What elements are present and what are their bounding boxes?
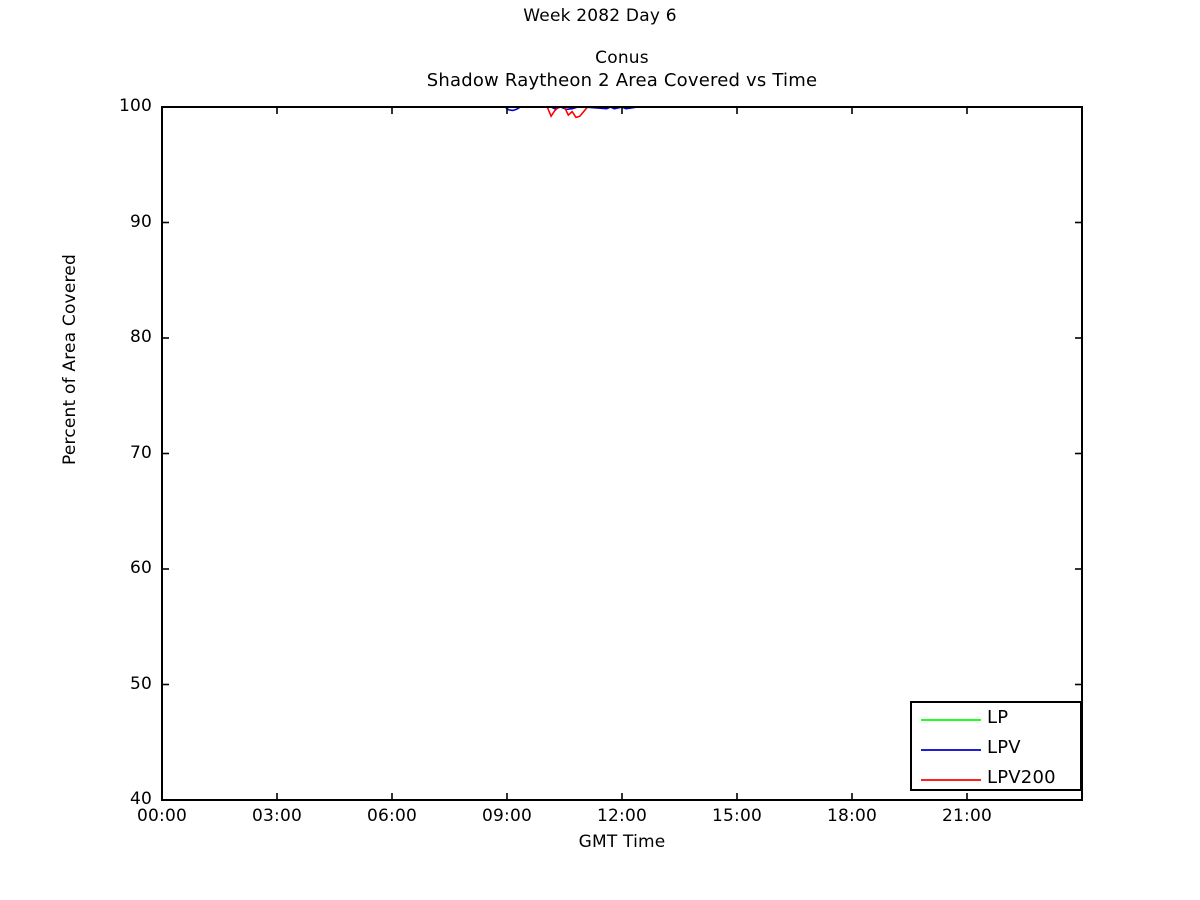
legend-box: [910, 701, 1082, 791]
chart-title: Conus: [595, 48, 649, 68]
y-tick-label: 40: [129, 789, 152, 809]
x-tick-label: 18:00: [827, 806, 877, 826]
y-tick-label: 50: [129, 673, 152, 694]
axes-frame: [161, 106, 1083, 801]
figure-suptitle: Week 2082 Day 6: [523, 6, 677, 26]
legend-layer: [910, 701, 1082, 791]
chart-title-block: Conus Shadow Raytheon 2 Area Covered vs …: [162, 48, 1082, 93]
x-tick-label: 15:00: [712, 806, 762, 826]
y-tick-label: 100: [118, 96, 152, 116]
x-axis-label: GMT Time: [578, 832, 666, 852]
y-tick-label: 60: [129, 558, 152, 578]
series-line-lpv: [162, 106, 1082, 112]
x-tick-label: 21:00: [942, 806, 992, 826]
y-tick-label: 70: [129, 442, 152, 463]
axes-layer: [161, 106, 1083, 801]
x-tick-label: 12:00: [597, 806, 647, 826]
x-tick-label: 09:00: [482, 806, 532, 826]
legend-label-lpv200: LPV200: [987, 767, 1056, 788]
x-tick-label: 06:00: [367, 806, 417, 826]
y-tick-label: 90: [129, 211, 152, 232]
chart-subtitle: Shadow Raytheon 2 Area Covered vs Time: [426, 70, 818, 91]
series-line-lpv200: [162, 106, 1082, 119]
x-tick-label: 03:00: [252, 806, 302, 826]
x-tick-label: 00:00: [137, 806, 187, 826]
y-tick-label: 80: [129, 327, 152, 347]
legend-label-lpv: LPV: [987, 737, 1021, 758]
legend-label-lp: LP: [987, 707, 1009, 728]
